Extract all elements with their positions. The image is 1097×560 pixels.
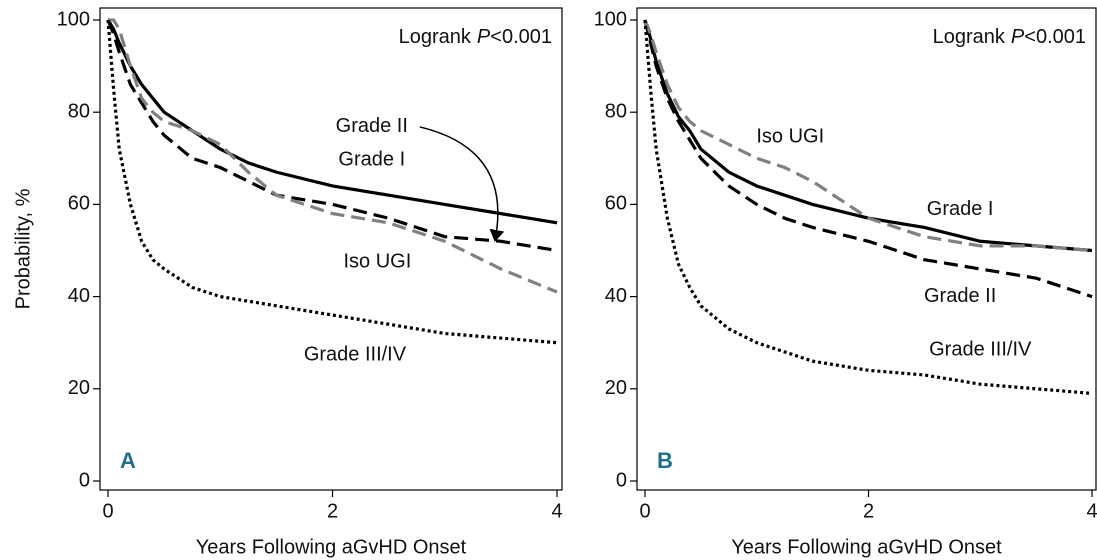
label-arrow (419, 126, 505, 242)
annotation-text: <0.001 (1024, 26, 1086, 48)
y-tick-label: 0 (616, 469, 627, 491)
y-tick-label: 40 (605, 285, 627, 307)
y-tick-label: 60 (605, 193, 627, 215)
survival-curve (106, 19, 558, 253)
x-axis-label: Years Following aGvHD Onset (196, 536, 467, 558)
y-tick-label: 20 (68, 377, 90, 399)
y-tick-label: 100 (594, 8, 627, 30)
logrank-annotation: Logrank P<0.001 (933, 26, 1086, 48)
survival-curve (643, 19, 1093, 253)
series-label: Iso UGI (344, 250, 412, 272)
survival-curve (643, 19, 1093, 253)
series-label: Iso UGI (756, 125, 824, 147)
survival-curve (106, 19, 558, 345)
annotation-italic: P (1011, 26, 1025, 48)
series-label: Grade I (338, 148, 405, 170)
survival-curve (106, 19, 558, 225)
series-label: Grade II (924, 285, 996, 307)
plot-frame (636, 7, 1097, 491)
x-tick-label: 4 (551, 500, 562, 522)
x-tick-label: 0 (102, 500, 113, 522)
survival-curve (643, 19, 1093, 299)
y-tick-label: 80 (68, 100, 90, 122)
logrank-annotation: Logrank P<0.001 (399, 26, 552, 48)
annotation-text: Logrank (399, 26, 472, 48)
annotation-text: <0.001 (490, 26, 552, 48)
series-label: Grade I (927, 198, 994, 220)
y-tick-label: 60 (68, 193, 90, 215)
y-axis-label: Probability, % (12, 188, 34, 309)
panel-letter: B (657, 448, 673, 473)
y-tick-label: 80 (605, 100, 627, 122)
y-tick-label: 0 (79, 469, 90, 491)
series-label: Grade III/IV (304, 343, 407, 365)
plot-frame (99, 7, 563, 491)
survival-curve (108, 18, 558, 294)
panel-letter: A (120, 448, 136, 473)
x-axis-label: Years Following aGvHD Onset (731, 536, 1002, 558)
x-tick-label: 4 (1086, 500, 1097, 522)
y-tick-label: 40 (68, 285, 90, 307)
x-tick-label: 2 (863, 500, 874, 522)
y-tick-label: 100 (57, 8, 90, 30)
survival-curve (643, 19, 1093, 396)
series-label: Grade III/IV (929, 338, 1032, 360)
x-tick-label: 2 (327, 500, 338, 522)
series-label: Grade II (336, 115, 408, 137)
x-tick-label: 0 (639, 500, 650, 522)
annotation-italic: P (477, 26, 491, 48)
annotation-text: Logrank (933, 26, 1006, 48)
y-tick-label: 20 (605, 377, 627, 399)
